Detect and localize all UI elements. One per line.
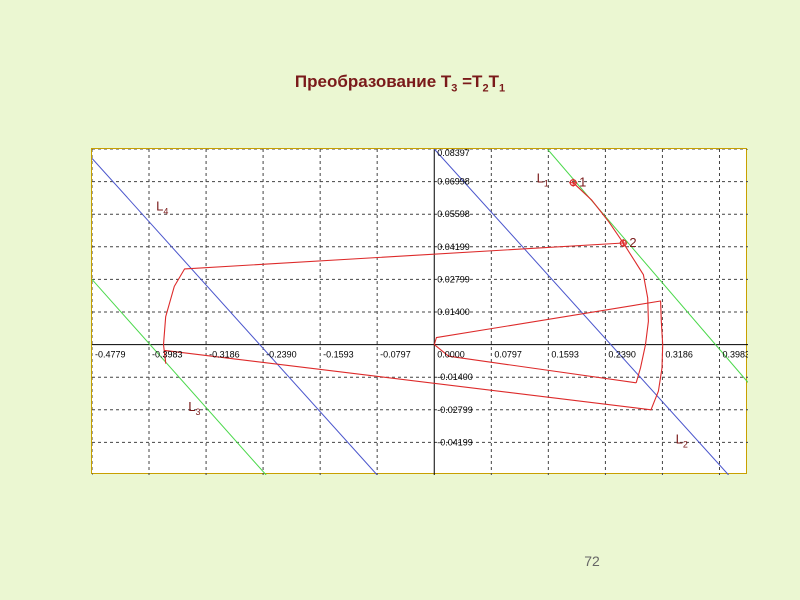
slide-title: Преобразование T3 =T2T1	[0, 72, 800, 94]
x-tick-label: 0.1593	[551, 350, 579, 360]
title-text-end: T	[488, 72, 499, 91]
title-subscript-b: 2	[482, 82, 489, 95]
red-curve-1	[572, 182, 649, 383]
y-tick-label: 0.08397	[437, 149, 470, 158]
line-label-subscript: 3	[195, 407, 200, 417]
transformation-plot: -0.4779 -0.3983 -0.3186 -0.2390 -0.1593 -0.07…	[92, 149, 748, 475]
line-L1	[547, 149, 748, 383]
page-number: 72	[584, 553, 600, 569]
line-L4	[92, 157, 378, 475]
point-label-1: 1	[579, 175, 586, 190]
x-tick-label: 0.0000	[437, 350, 465, 360]
line-label-L2: L2	[676, 432, 688, 450]
x-tick-label: 0.0797	[494, 350, 522, 360]
y-tick-label: 0.05598	[437, 209, 470, 219]
y-tick-label: 0.06998	[437, 177, 470, 187]
x-tick-label: -0.0797	[380, 350, 411, 360]
plot-frame: -0.4779 -0.3983 -0.3186 -0.2390 -0.1593 -0.07…	[91, 148, 748, 475]
line-label-subscript: 2	[683, 440, 688, 450]
x-tick-label: -0.3983	[152, 350, 183, 360]
line-label-L1: L1	[537, 171, 549, 189]
x-tick-label: 0.2390	[608, 350, 636, 360]
y-tick-label: -0.02799	[437, 405, 473, 415]
x-tick-label: -0.3186	[209, 350, 240, 360]
title-subscript-c: 1	[498, 82, 506, 95]
y-tick-label: -0.04199	[437, 437, 473, 447]
x-tick-label: -0.2390	[266, 350, 297, 360]
title-text-prefix: Преобразование T	[294, 72, 452, 91]
y-tick-label: 0.02799	[437, 274, 470, 284]
y-tick-label: 0.01400	[437, 307, 470, 317]
x-tick-label: -0.4779	[95, 350, 126, 360]
title-subscript-a: 3	[451, 82, 458, 95]
line-L3	[92, 279, 267, 475]
line-label-L3: L3	[188, 399, 200, 417]
line-label-subscript: 1	[544, 179, 549, 189]
red-curve-2	[162, 242, 664, 411]
point-label-2: 2	[629, 235, 636, 250]
x-tick-label: -0.1593	[323, 350, 354, 360]
x-tick-label: 0.3186	[665, 350, 693, 360]
y-tick-label: 0.04199	[437, 242, 470, 252]
line-L2	[433, 149, 729, 475]
line-label-subscript: 4	[163, 207, 168, 217]
y-tick-label: -0.01400	[437, 372, 473, 382]
title-text-mid: =T	[457, 72, 483, 91]
x-tick-label: 0.3983	[722, 350, 748, 360]
